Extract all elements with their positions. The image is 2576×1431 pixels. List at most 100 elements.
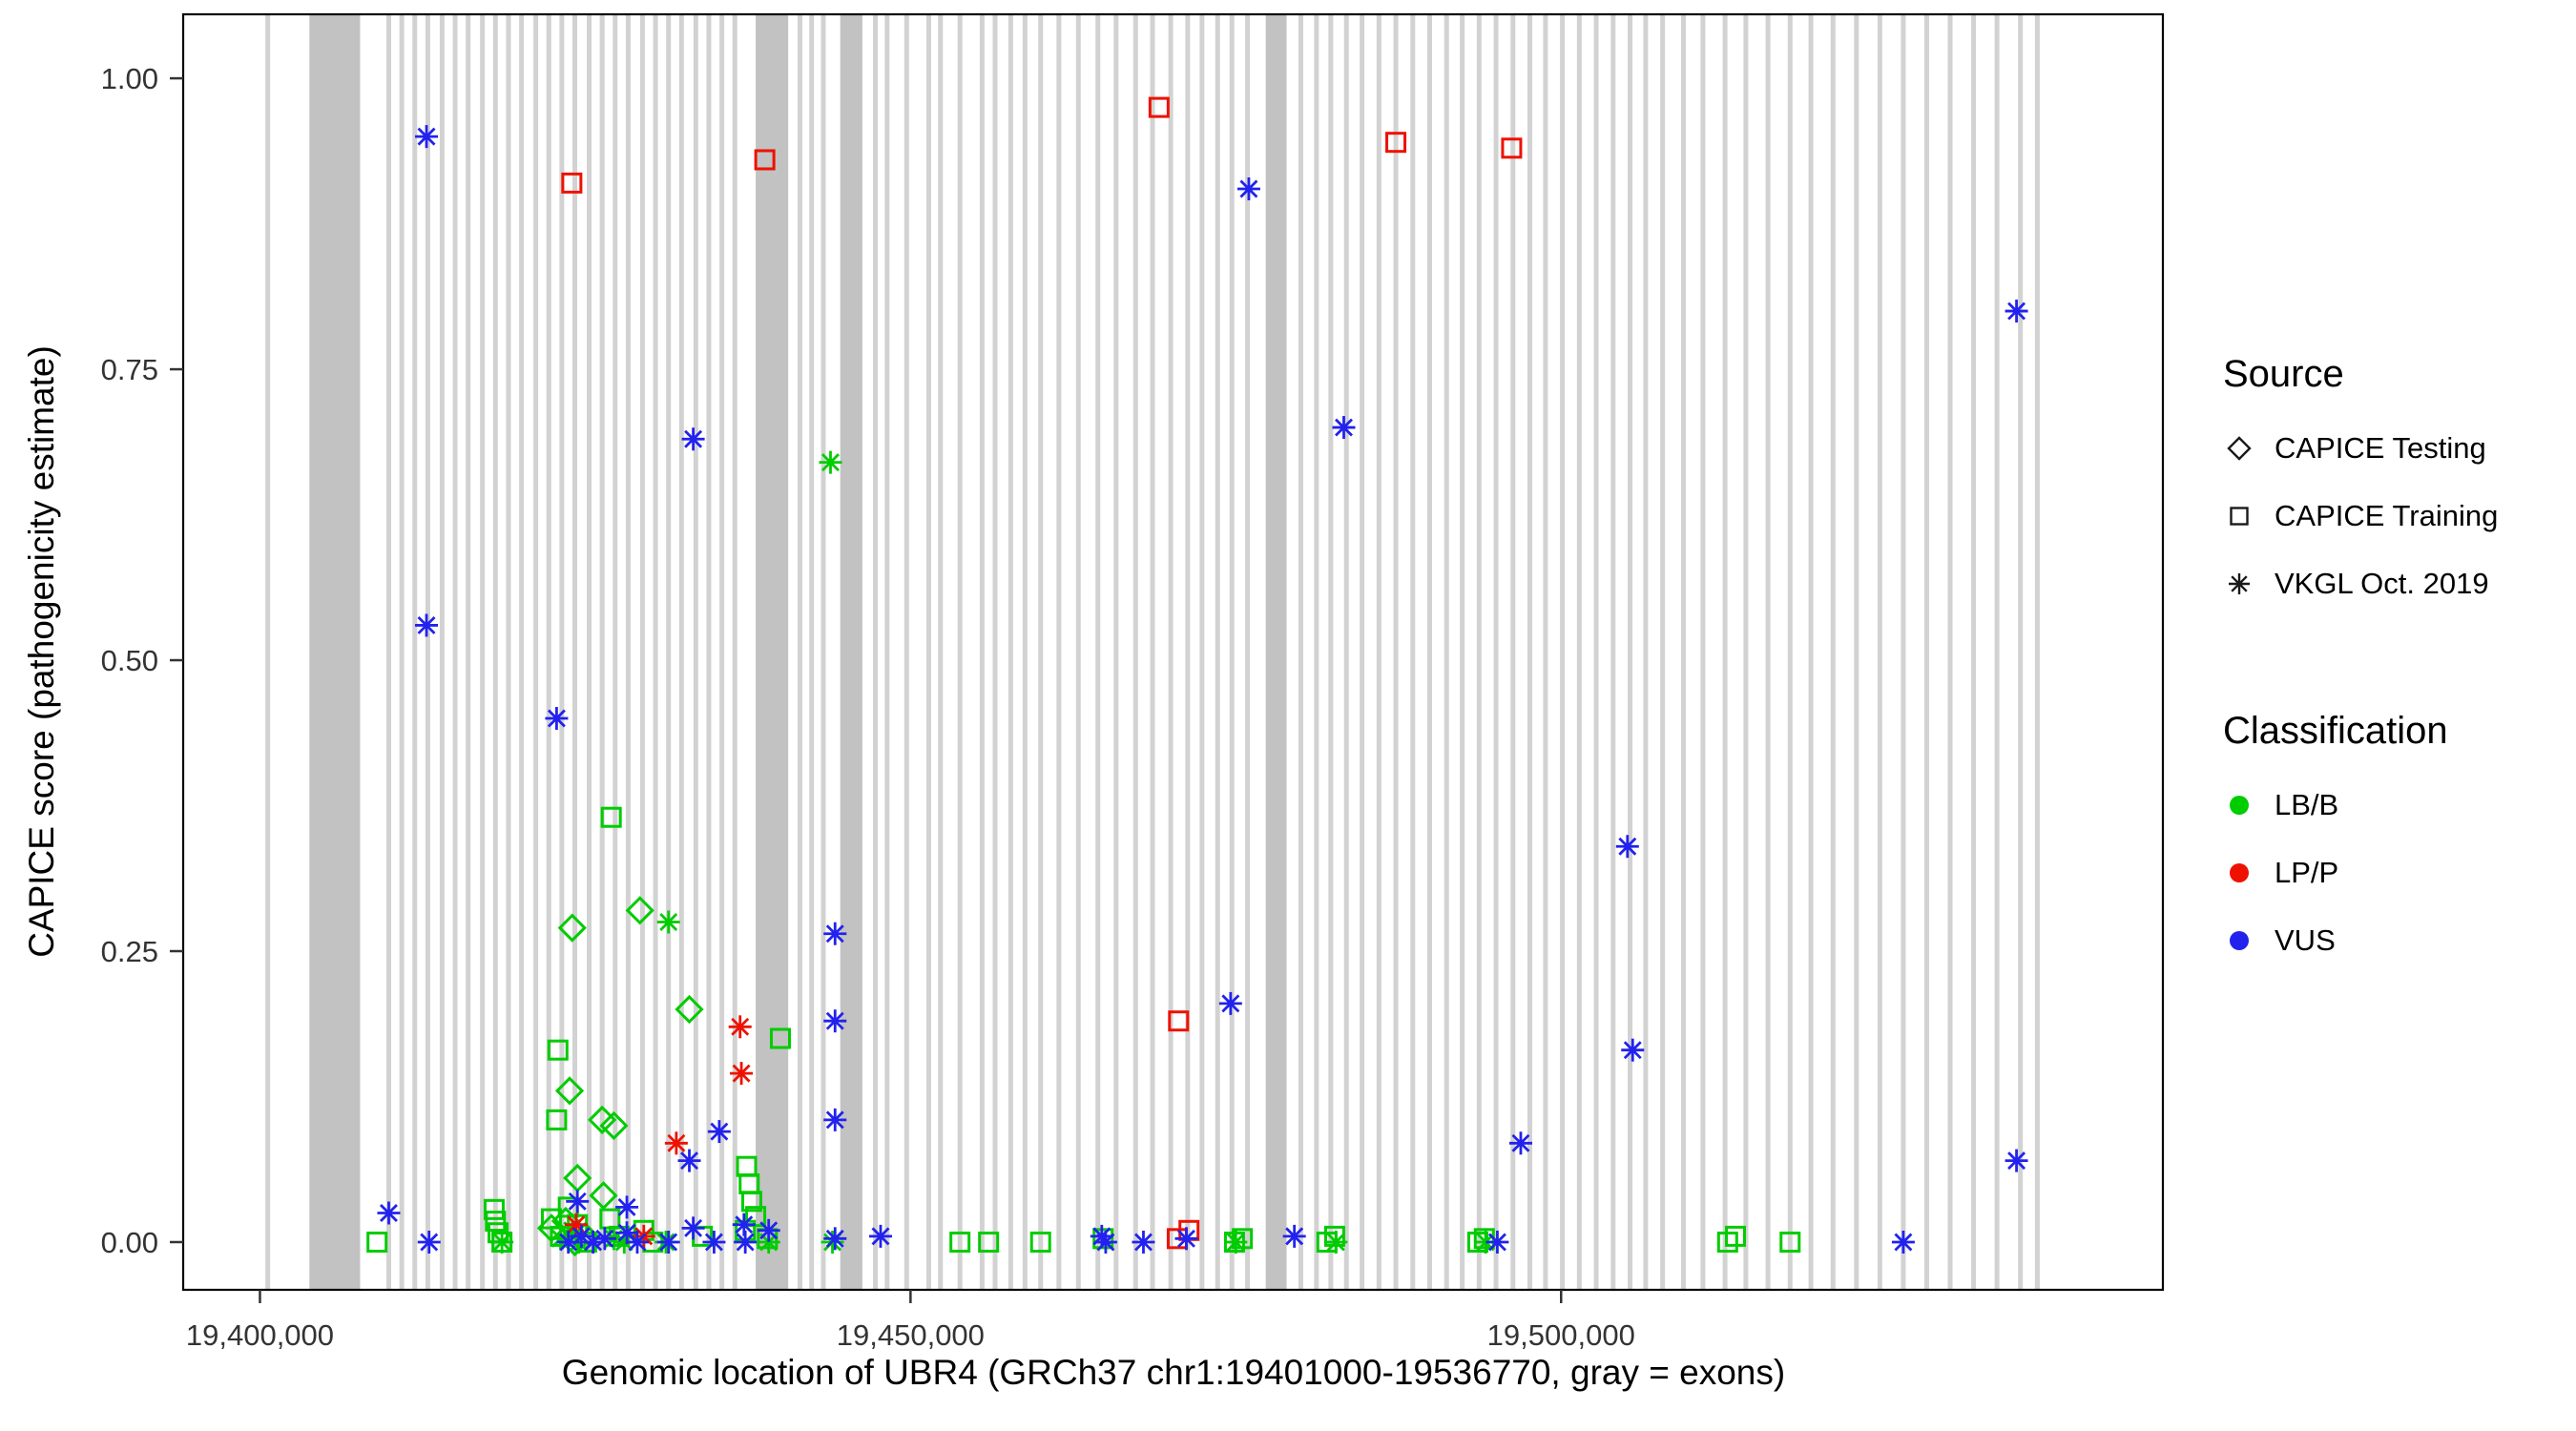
data-point-asterisk (417, 615, 436, 634)
data-point-square (769, 1027, 791, 1049)
data-point-asterisk (420, 1233, 439, 1252)
exon-bar (1700, 14, 1706, 1290)
data-point-asterisk (2007, 301, 2026, 321)
data-point-asterisk (825, 1229, 844, 1248)
exon-bar (639, 14, 645, 1290)
exon-bar (599, 14, 605, 1290)
exon-bar (480, 14, 486, 1290)
y-tick-label: 0.75 (101, 353, 158, 386)
data-point-square (738, 1172, 760, 1194)
exon-bar (2018, 14, 2024, 1290)
exon-bar (1008, 14, 1013, 1290)
data-point-asterisk (821, 453, 840, 472)
exon-bar (1229, 14, 1235, 1290)
data-point-asterisk (710, 1122, 729, 1141)
exon-bar (1476, 14, 1482, 1290)
exon-bar (1298, 14, 1303, 1290)
data-point-asterisk (1894, 1233, 1913, 1252)
data-point-diamond (625, 896, 654, 925)
exon-bar (1245, 14, 1251, 1290)
exon-bar (1808, 14, 1814, 1290)
green-dot-icon (2230, 795, 2249, 815)
exon-bar (425, 14, 430, 1290)
red-dot-icon (2230, 862, 2249, 882)
exon-bar (1132, 14, 1138, 1290)
data-point-square (366, 1231, 388, 1253)
exon-bar (1660, 14, 1666, 1290)
exon-bar (1787, 14, 1793, 1290)
data-point-asterisk (731, 1017, 750, 1036)
data-point-diamond (599, 1110, 629, 1141)
data-point-asterisk (1335, 418, 1353, 437)
data-point-asterisk (547, 709, 566, 728)
exon-bar (678, 14, 684, 1290)
exon-bar (809, 14, 815, 1290)
exon-bar (732, 14, 737, 1290)
exon-bar (1022, 14, 1028, 1290)
data-point-asterisk (492, 1233, 511, 1252)
legend-label-capice-testing: CAPICE Testing (2275, 430, 2486, 465)
exon-bar (571, 14, 577, 1290)
legend-source-title: Source (2223, 353, 2344, 395)
x-tick-label: 19,450,000 (837, 1318, 985, 1352)
exon-bar (399, 14, 405, 1290)
data-point-square (949, 1231, 971, 1253)
exon-bar (1427, 14, 1433, 1290)
exon-bar (1113, 14, 1119, 1290)
y-tick-label: 0.25 (101, 935, 158, 968)
exon-bar (1994, 14, 2000, 1290)
exon-bar (1150, 14, 1155, 1290)
exon-bar (412, 14, 418, 1290)
data-point-square (1724, 1225, 1746, 1247)
panel-border (181, 12, 2165, 1292)
data-point-asterisk (1226, 1233, 1245, 1252)
exon-bar (1593, 14, 1599, 1290)
exon-bar (1901, 14, 1906, 1290)
data-point-square (485, 1211, 507, 1233)
exon-bar (1510, 14, 1516, 1290)
exon-bar (1199, 14, 1205, 1290)
data-point-diamond (563, 1163, 592, 1193)
exon-bar (1643, 14, 1649, 1290)
exon-bar (719, 14, 725, 1290)
y-tick-label: 0.50 (101, 644, 158, 677)
data-point-asterisk (567, 1215, 586, 1234)
data-point-square (740, 1191, 762, 1213)
data-point-asterisk (617, 1197, 636, 1216)
exon-bar (1328, 14, 1334, 1290)
exon-bar (1360, 14, 1365, 1290)
legend-classification-title: Classification (2223, 710, 2448, 752)
data-point-asterisk (1177, 1229, 1195, 1248)
data-point-asterisk (1239, 179, 1258, 198)
exon-bar (1393, 14, 1399, 1290)
data-point-square (1168, 1010, 1190, 1032)
exon-bar (1722, 14, 1728, 1290)
data-point-square (1501, 137, 1523, 159)
exon-bar (1543, 14, 1548, 1290)
exon-bar (904, 14, 909, 1290)
exon-block (756, 14, 789, 1290)
exon-bar (884, 14, 890, 1290)
data-point-diamond (589, 1181, 618, 1211)
exon-bar (797, 14, 802, 1290)
exon-bar (1314, 14, 1319, 1290)
data-point-asterisk (735, 1215, 754, 1234)
data-point-asterisk (736, 1233, 755, 1252)
blue-dot-icon (2230, 930, 2249, 950)
exon-bar (1576, 14, 1582, 1290)
data-point-square (1779, 1231, 1801, 1253)
data-point-asterisk (871, 1227, 890, 1246)
exon-bar (957, 14, 963, 1290)
exon-bar (519, 14, 525, 1290)
y-tick-label: 1.00 (101, 62, 158, 95)
exon-bar (992, 14, 998, 1290)
exon-block (840, 14, 862, 1290)
data-point-square (1385, 132, 1407, 154)
exon-bar (1343, 14, 1349, 1290)
data-point-asterisk (1096, 1233, 1115, 1252)
data-point-asterisk (825, 1110, 844, 1130)
data-point-square (1029, 1231, 1051, 1253)
exon-bar (587, 14, 592, 1290)
